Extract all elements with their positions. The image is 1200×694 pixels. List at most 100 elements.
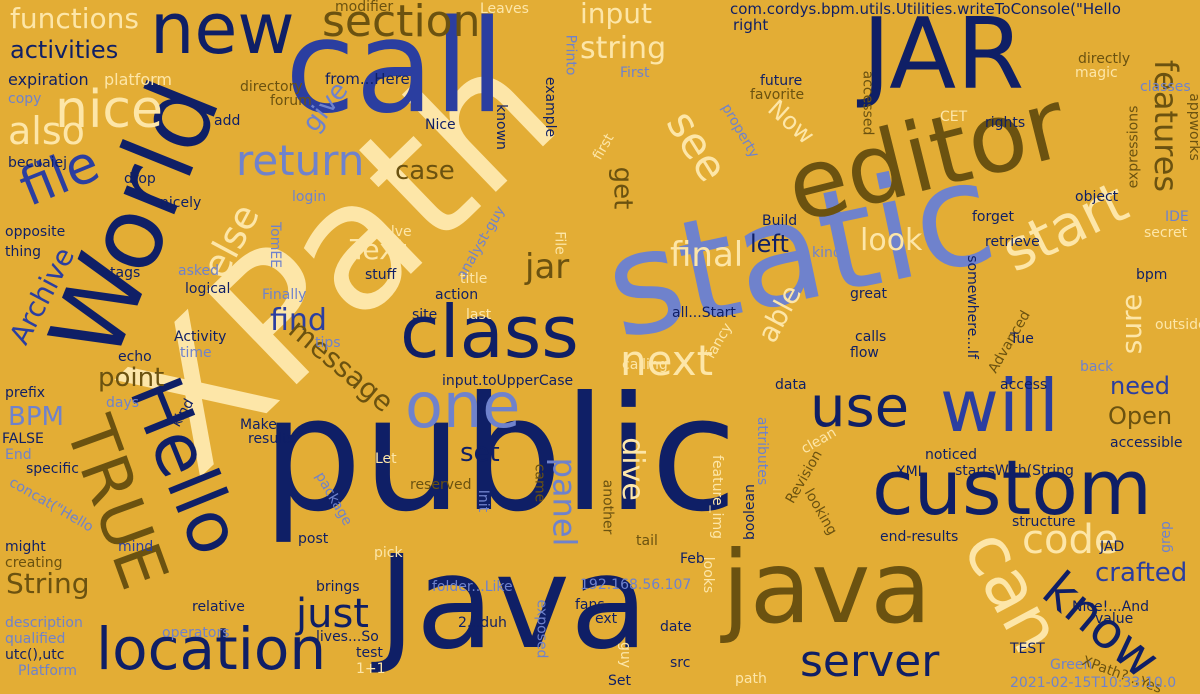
cloud-word: string — [580, 31, 667, 66]
cloud-word: logical — [185, 281, 231, 297]
cloud-word: looks — [700, 556, 717, 594]
cloud-word: need — [1110, 372, 1170, 400]
cloud-word: platform — [104, 70, 172, 89]
cloud-word: location — [96, 615, 327, 683]
cloud-word: kinds — [812, 245, 850, 261]
cloud-word: tags — [110, 265, 141, 281]
cloud-word: add — [214, 113, 241, 129]
cloud-word: JAR — [862, 0, 1025, 112]
cloud-word: magic — [1075, 65, 1118, 81]
cloud-word: known — [492, 104, 509, 150]
cloud-word: classes — [1140, 79, 1191, 95]
cloud-word: qualified — [5, 631, 66, 647]
cloud-word: fans — [575, 597, 605, 613]
cloud-word: java — [722, 529, 932, 646]
cloud-word: creating — [5, 555, 63, 571]
cloud-word: XML — [896, 464, 926, 480]
cloud-word: public — [262, 363, 738, 547]
cloud-word: Tue — [1010, 331, 1034, 347]
cloud-word: left — [750, 230, 789, 258]
cloud-word: forum — [270, 93, 312, 109]
cloud-word: nice — [55, 80, 163, 140]
cloud-word: somewhere...If — [963, 255, 980, 359]
cloud-word: attributes — [754, 416, 771, 486]
cloud-word: set — [460, 438, 500, 468]
cloud-word: nicely — [160, 195, 202, 211]
cloud-word: point — [98, 363, 165, 393]
cloud-word: date — [660, 619, 692, 635]
cloud-word: File — [551, 231, 568, 255]
cloud-word: crafted — [1095, 558, 1188, 588]
cloud-word: example — [542, 76, 559, 138]
cloud-word: asked — [178, 263, 219, 279]
cloud-word: TEST — [1010, 641, 1045, 657]
cloud-word: action — [435, 287, 479, 303]
cloud-word: End — [5, 447, 32, 463]
cloud-word: call — [285, 0, 505, 142]
cloud-word: Nice — [425, 117, 456, 133]
cloud-word: value — [1095, 611, 1134, 627]
cloud-word: access — [1000, 377, 1048, 393]
cloud-word: activities — [10, 36, 119, 64]
cloud-word: modifier — [335, 0, 394, 15]
cloud-word: prefix — [5, 385, 46, 401]
cloud-word: Make — [240, 417, 277, 433]
cloud-word: right — [733, 16, 769, 34]
cloud-word: BPM — [8, 402, 64, 432]
cloud-word: Java — [378, 529, 649, 678]
cloud-word: accessible — [1110, 435, 1183, 451]
cloud-word: lives...So — [316, 629, 379, 645]
cloud-word: CET — [940, 109, 968, 125]
cloud-word: panel — [545, 457, 584, 547]
cloud-word: final — [670, 235, 744, 275]
cloud-word: sure — [1115, 293, 1149, 355]
cloud-word: test — [356, 645, 383, 661]
cloud-word: utc(),utc — [5, 647, 65, 663]
cloud-word: look — [860, 223, 923, 258]
cloud-word: results — [248, 431, 295, 447]
cloud-word: Printo — [562, 34, 579, 76]
cloud-word: time — [180, 345, 212, 361]
cloud-word: custom — [872, 443, 1152, 532]
cloud-word: Text — [350, 233, 407, 266]
cloud-word: Open — [1108, 402, 1173, 430]
cloud-word: one — [405, 369, 521, 442]
cloud-word: expiration — [8, 70, 89, 89]
cloud-word: get — [607, 166, 638, 210]
cloud-word: another — [599, 479, 616, 535]
cloud-word: JAD — [1100, 539, 1125, 555]
cloud-word: FALSE — [2, 431, 44, 447]
cloud-word: reserved — [410, 477, 472, 493]
cloud-word: use — [810, 375, 910, 440]
cloud-word: folder...Like — [432, 579, 513, 595]
cloud-word: site — [412, 307, 438, 323]
cloud-word: ext — [595, 611, 618, 627]
cloud-word: future — [760, 73, 803, 89]
cloud-word: First — [620, 65, 650, 81]
cloud-word: grep — [1157, 521, 1174, 553]
cloud-word: becuaiej — [8, 155, 68, 171]
cloud-word: stuff — [365, 267, 397, 283]
cloud-word: appworks — [1185, 93, 1200, 161]
cloud-word: Activity — [174, 329, 227, 345]
cloud-word: src — [670, 655, 691, 671]
cloud-word: return — [236, 136, 365, 185]
cloud-word: calling — [622, 357, 668, 373]
cloud-word: 2...duh — [458, 615, 507, 631]
cloud-word: Platform — [18, 663, 78, 679]
cloud-word: specific — [26, 461, 79, 477]
cloud-word: input — [580, 0, 653, 30]
cloud-word: thing — [5, 244, 42, 260]
cloud-word: from...Here — [325, 70, 410, 88]
cloud-word: outside — [1155, 317, 1200, 333]
cloud-word: opposite — [5, 224, 66, 240]
cloud-word: com.cordys.bpm.utils.Utilities.writeToCo… — [730, 0, 1121, 18]
cloud-word: tail — [636, 533, 658, 549]
cloud-word: Let — [375, 451, 397, 467]
cloud-word: 192.168.56.107 — [580, 577, 692, 593]
cloud-word: noticed — [925, 447, 978, 463]
cloud-word: 1+1 — [356, 661, 386, 677]
cloud-word: echo — [118, 349, 152, 365]
cloud-word: new — [150, 0, 295, 70]
